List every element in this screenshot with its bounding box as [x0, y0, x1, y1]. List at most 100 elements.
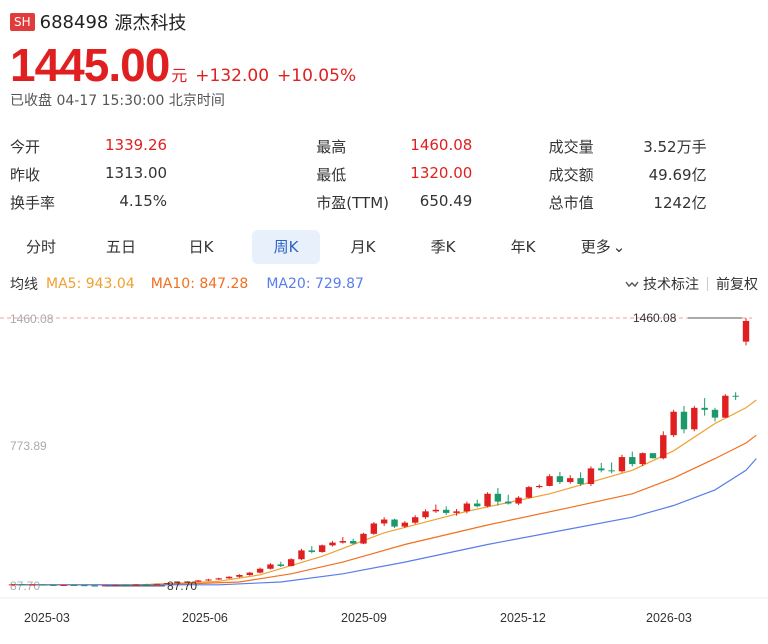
candle-body — [629, 457, 636, 465]
y-tick-label: 1460.08 — [10, 312, 54, 326]
candle-body — [474, 503, 481, 507]
candle-body — [153, 583, 160, 585]
candle-body — [287, 559, 295, 567]
candle-body — [184, 581, 191, 583]
candle-body — [618, 457, 626, 472]
candle-body — [587, 468, 595, 485]
candle-body — [722, 395, 729, 418]
candle-body — [225, 576, 233, 579]
tab-1[interactable]: 五日 — [105, 238, 136, 256]
stat-item: 今开 1339.26 — [10, 136, 259, 157]
stat-item: 换手率 4.15% — [10, 192, 259, 213]
stat-item: 成交额 49.69亿 — [509, 164, 758, 185]
trading-status: 已收盘 04-17 15:30:00 北京时间 — [10, 93, 225, 109]
candle-body — [525, 487, 533, 498]
tab-2[interactable]: 日K — [188, 238, 214, 256]
stat-value: 3.52万手 — [643, 137, 707, 156]
candle-body — [442, 509, 450, 513]
candle-body — [29, 584, 36, 586]
candle-body — [318, 545, 326, 552]
ma-legend: 均线 MA5: 943.04 MA10: 847.28 MA20: 729.87… — [10, 273, 758, 295]
candle-body — [670, 411, 677, 436]
candle-body — [91, 585, 98, 587]
candle-body — [122, 584, 129, 586]
candle-body — [329, 542, 336, 546]
ma20-value: MA20: 729.87 — [266, 276, 364, 292]
kline-chart[interactable]: 1460.08 773.89 87.70 1460.08 87.70 2025-03 202… — [0, 300, 768, 644]
candle-body — [639, 453, 646, 465]
divider — [707, 277, 708, 291]
ma10-value: MA10: 847.28 — [150, 276, 249, 292]
candle-body — [50, 584, 57, 586]
candle-body — [163, 583, 171, 585]
stats-row: 换手率 4.15% 市盈(TTM) 650.49 总市值 1242亿 — [10, 188, 758, 216]
stat-value: 4.15% — [119, 191, 167, 210]
candle-body — [536, 485, 543, 488]
tab-3[interactable]: 周K — [252, 230, 320, 264]
candle-body — [463, 503, 471, 512]
candle-body — [701, 407, 708, 410]
stat-item: 总市值 1242亿 — [509, 192, 758, 213]
candle-body — [19, 584, 26, 586]
candle-body — [277, 564, 284, 567]
stat-value: 49.69亿 — [648, 165, 707, 184]
chevron-down-icon: ⌄ — [612, 238, 626, 256]
stat-value: 1460.08 — [410, 135, 473, 154]
current-price: 1445.00 — [10, 39, 170, 91]
stat-label: 最低 — [316, 165, 347, 184]
candle-body — [8, 584, 16, 586]
candle-body — [132, 584, 140, 586]
stats-grid: 今开 1339.26 最高 1460.08 成交量 3.52万手 昨收 1313.00 最低 13… — [10, 132, 758, 216]
x-tick-label: 2025-03 — [24, 611, 70, 625]
ma-line-ma20 — [12, 458, 757, 586]
candle-body — [422, 511, 429, 518]
x-tick-label: 2026-03 — [646, 611, 692, 625]
tech-annotation-button[interactable]: 技术标注 — [625, 274, 699, 294]
ma-line-ma5 — [11, 399, 757, 586]
candle-body — [567, 478, 574, 483]
candle-body — [649, 453, 657, 459]
candle-body — [598, 468, 605, 471]
candle-body — [60, 584, 67, 586]
ma-label: 均线 — [10, 277, 38, 293]
candle-body — [246, 572, 253, 576]
candle-body — [577, 478, 584, 485]
candle-body — [608, 470, 615, 472]
candle-body — [660, 435, 667, 459]
price-unit: 元 — [171, 66, 188, 85]
stat-label: 换手率 — [10, 193, 56, 212]
stat-label: 市盈(TTM) — [316, 193, 390, 212]
adjust-button[interactable]: 前复权 — [716, 277, 758, 293]
annotation-icon — [625, 281, 639, 288]
min-price-label: 87.70 — [167, 579, 197, 593]
market-badge: SH — [10, 13, 35, 31]
stat-item: 市盈(TTM) 650.49 — [259, 192, 508, 213]
tab-5[interactable]: 季K — [430, 238, 456, 256]
candle-body — [494, 493, 502, 502]
stock-header: SH 688498 源杰科技 1445.00 元 +132.00 +10.05%… — [10, 8, 758, 112]
stat-value: 650.49 — [419, 191, 473, 210]
tab-0[interactable]: 分时 — [25, 238, 56, 256]
candle-body — [308, 550, 316, 552]
candle-body — [711, 409, 719, 418]
stat-label: 成交额 — [548, 165, 594, 184]
candle-body — [515, 497, 522, 504]
candle-body — [256, 568, 264, 573]
stat-item: 成交量 3.52万手 — [509, 136, 758, 157]
tab-7[interactable]: 更多 ⌄ — [580, 238, 626, 256]
x-tick-label: 2025-09 — [341, 611, 387, 625]
candle-body — [556, 476, 564, 483]
tab-6[interactable]: 年K — [510, 238, 536, 256]
candle-body — [112, 584, 119, 586]
candle-body — [505, 501, 512, 504]
stats-row: 昨收 1313.00 最低 1320.00 成交额 49.69亿 — [10, 160, 758, 188]
stat-label: 总市值 — [548, 193, 594, 212]
candle-body — [339, 541, 347, 543]
candle-body — [81, 585, 88, 587]
tab-4[interactable]: 月K — [350, 238, 376, 256]
candle-body — [205, 579, 212, 581]
max-price-label: 1460.08 — [633, 311, 677, 325]
stat-item: 昨收 1313.00 — [10, 164, 259, 185]
candle-body — [70, 584, 78, 586]
candle-body — [380, 519, 388, 524]
